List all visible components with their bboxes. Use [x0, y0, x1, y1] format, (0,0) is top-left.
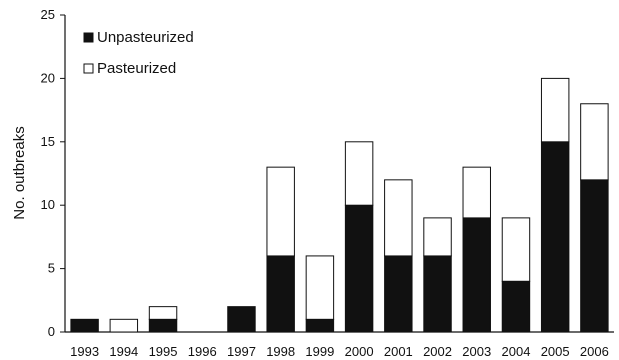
bar-unpasteurized — [423, 255, 452, 333]
legend-swatch-pasteurized — [83, 63, 94, 74]
x-tick-label: 1994 — [109, 344, 138, 359]
bar-unpasteurized — [148, 318, 178, 333]
bar-pasteurized — [148, 306, 178, 320]
x-tick-label: 2002 — [423, 344, 452, 359]
bar-unpasteurized — [540, 141, 570, 333]
bar-pasteurized — [580, 103, 609, 181]
x-tick-label: 1997 — [227, 344, 256, 359]
legend-label-pasteurized: Pasteurized — [97, 60, 176, 77]
x-tick-label: 2004 — [502, 344, 531, 359]
y-tick-label: 25 — [41, 7, 55, 22]
bar-pasteurized — [109, 318, 139, 333]
bar-pasteurized — [266, 166, 295, 257]
bar-pasteurized — [305, 255, 335, 320]
x-ticks: 1993 1994 1995 1996 1997 1998 1999 2000 2001 2002… — [70, 344, 609, 359]
bar-unpasteurized — [344, 204, 374, 333]
bar-unpasteurized — [305, 318, 335, 333]
bar-pasteurized — [462, 166, 491, 219]
bar-unpasteurized — [580, 179, 609, 333]
bars — [70, 77, 609, 333]
bar-unpasteurized — [266, 255, 295, 333]
bar-unpasteurized — [384, 255, 413, 333]
bar-pasteurized — [423, 217, 452, 257]
legend-label-unpasteurized: Unpasteurized — [97, 29, 194, 46]
x-tick-label: 2001 — [384, 344, 413, 359]
y-ticks: 0 5 10 15 20 25 — [41, 7, 65, 339]
legend-swatch-unpasteurized — [83, 32, 94, 43]
bar-pasteurized — [384, 179, 413, 257]
y-tick-label: 10 — [41, 197, 55, 212]
y-tick-label: 15 — [41, 134, 55, 149]
bar-pasteurized — [501, 217, 531, 282]
x-tick-label: 2005 — [541, 344, 570, 359]
y-tick-label: 0 — [48, 324, 55, 339]
x-tick-label: 1993 — [70, 344, 99, 359]
bar-unpasteurized — [462, 217, 491, 333]
x-tick-label: 1996 — [188, 344, 217, 359]
bar-pasteurized — [540, 77, 570, 143]
x-tick-label: 1998 — [266, 344, 295, 359]
x-tick-label: 2003 — [462, 344, 491, 359]
y-tick-label: 5 — [48, 261, 55, 276]
x-tick-label: 2006 — [580, 344, 609, 359]
x-tick-label: 2000 — [345, 344, 374, 359]
bar-unpasteurized — [501, 280, 531, 333]
y-axis-label: No. outbreaks — [11, 126, 28, 219]
legend: Unpasteurized Pasteurized — [83, 29, 194, 77]
x-tick-label: 1999 — [305, 344, 334, 359]
bar-pasteurized — [344, 141, 374, 206]
bar-unpasteurized — [227, 306, 256, 333]
bar-unpasteurized — [70, 318, 99, 333]
x-tick-label: 1995 — [149, 344, 178, 359]
y-tick-label: 20 — [41, 70, 55, 85]
